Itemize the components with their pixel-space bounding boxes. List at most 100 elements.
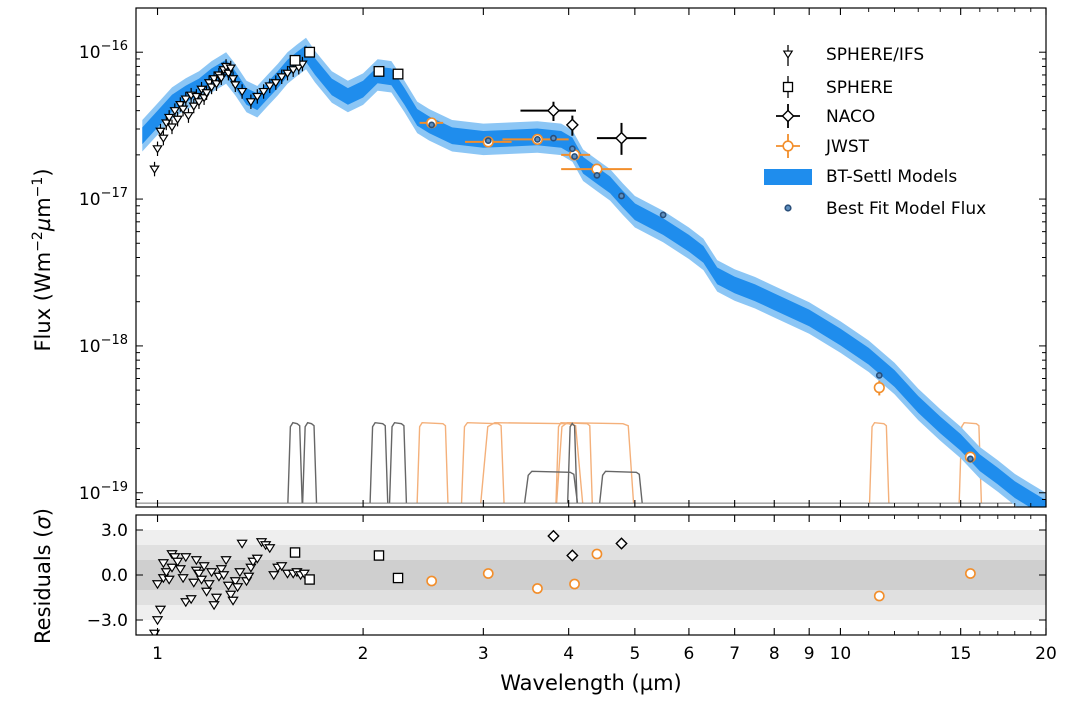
flux-tick-exp: −19 bbox=[101, 480, 128, 495]
res-sphere-ifs-0 bbox=[148, 629, 161, 635]
res-sphere-ifs-21 bbox=[195, 575, 208, 585]
legend-bestfit-dot bbox=[784, 204, 792, 212]
sphere-point-0 bbox=[289, 54, 301, 66]
legend-entry-jwst: JWST bbox=[776, 134, 870, 158]
sphere-ifs-point-32 bbox=[236, 87, 248, 97]
wavelength-tick-label-9: 10 bbox=[830, 644, 852, 664]
sphere-ifs-point-19 bbox=[201, 89, 212, 98]
flux-tick-base: 10 bbox=[79, 337, 101, 357]
res-sphere-ifs-15 bbox=[180, 598, 192, 608]
legend-entry-sphere: SPHERE bbox=[782, 76, 893, 98]
res-jwst-3 bbox=[569, 578, 580, 590]
res-sphere-ifs-16 bbox=[185, 595, 197, 605]
res-sphere-ifs-54 bbox=[298, 569, 310, 579]
naco-point-1 bbox=[565, 118, 579, 132]
bestfit-point-0 bbox=[428, 121, 436, 129]
res-sphere-ifs-32 bbox=[222, 581, 235, 591]
res-sphere-ifs-35 bbox=[229, 577, 242, 587]
bestfit-point-2 bbox=[534, 135, 541, 143]
legend-label-naco: NACO bbox=[826, 107, 875, 127]
legend-label-sphere: SPHERE bbox=[826, 78, 893, 98]
sphere-ifs-point-5 bbox=[163, 113, 175, 123]
filter-curve-9 bbox=[523, 470, 579, 504]
legend-entry-bestfit: Best Fit Model Flux bbox=[784, 199, 986, 219]
sphere-ifs-point-40 bbox=[287, 66, 299, 75]
res-sphere-ifs-27 bbox=[210, 593, 223, 603]
sphere-ifs-point-12 bbox=[183, 112, 194, 121]
res-sphere-ifs-17 bbox=[188, 578, 200, 588]
filter-curve-10 bbox=[566, 422, 578, 504]
flux-tick-label-3: 10−16 bbox=[79, 39, 128, 63]
res-naco-0 bbox=[547, 529, 560, 543]
residual-axis-title: Residuals (σ) bbox=[31, 508, 55, 644]
res-jwst-6 bbox=[965, 568, 976, 579]
sphere-ifs-point-37 bbox=[270, 79, 282, 88]
res-sphere-ifs-47 bbox=[268, 571, 280, 581]
bestfit-point-7 bbox=[618, 192, 625, 200]
wavelength-tick-label-11: 20 bbox=[1035, 644, 1057, 664]
legend-square bbox=[782, 81, 794, 93]
legend-symbol-sphere-ifs bbox=[782, 45, 794, 66]
wavelength-tick-label-2: 3 bbox=[478, 644, 489, 664]
res-jwst-1 bbox=[482, 568, 494, 579]
legend-symbol-jwst bbox=[776, 134, 800, 158]
res-sphere-1 bbox=[304, 574, 315, 585]
res-sphere-ifs-3 bbox=[151, 580, 164, 590]
bestfit-point-8 bbox=[659, 211, 667, 219]
res-jwst-4 bbox=[591, 548, 603, 560]
res-naco-1 bbox=[566, 549, 579, 562]
res-sphere-ifs-46 bbox=[264, 544, 276, 554]
res-sphere-ifs-25 bbox=[205, 568, 218, 578]
res-sphere-ifs-49 bbox=[276, 562, 288, 572]
res-sphere-ifs-19 bbox=[190, 556, 203, 566]
filter-curve-5 bbox=[460, 421, 505, 504]
res-sphere-ifs-10 bbox=[169, 553, 181, 563]
bestfit-point-9 bbox=[875, 371, 883, 379]
bestfit-point-4 bbox=[568, 145, 576, 153]
filter-curve-2 bbox=[369, 421, 389, 504]
sphere-ifs-point-33 bbox=[245, 98, 257, 107]
res-sphere-2 bbox=[373, 550, 385, 561]
axis-ticks bbox=[136, 7, 1047, 635]
y-axis-title: Flux (Wm−2µm−1) bbox=[30, 168, 55, 351]
filter-curve-12 bbox=[868, 421, 890, 504]
residual-axis-title-prefix: Residuals ( bbox=[31, 530, 55, 645]
flux-tick-base: 10 bbox=[79, 484, 101, 504]
res-sphere-ifs-30 bbox=[218, 571, 230, 581]
legend-symbol-bestfit bbox=[784, 204, 792, 212]
res-sphere-ifs-11 bbox=[171, 557, 184, 567]
filter-curve-11 bbox=[598, 470, 643, 504]
sphere-ifs-point-7 bbox=[169, 107, 181, 116]
y-axis-title-exp2: −1 bbox=[30, 177, 46, 198]
res-sphere-ifs-33 bbox=[225, 590, 237, 600]
bestfit-point-1 bbox=[484, 137, 492, 145]
res-sphere-ifs-20 bbox=[193, 569, 205, 579]
flux-tick-exp: −18 bbox=[101, 333, 128, 348]
wavelength-tick-label-8: 9 bbox=[804, 644, 815, 664]
res-sphere-ifs-7 bbox=[163, 575, 175, 585]
wavelength-tick-label-6: 7 bbox=[729, 644, 740, 664]
legend-circle bbox=[782, 140, 794, 152]
res-sphere-ifs-31 bbox=[220, 556, 232, 566]
y-axis-title-suffix: ) bbox=[31, 168, 55, 176]
naco-point-0 bbox=[546, 104, 560, 118]
flux-tick-label-2: 10−17 bbox=[79, 186, 128, 210]
res-sphere-ifs-43 bbox=[251, 554, 263, 564]
legend-label-sphere-ifs: SPHERE/IFS bbox=[826, 45, 924, 65]
sphere-ifs-point-36 bbox=[264, 82, 276, 91]
y-axis-title-m: m bbox=[31, 197, 55, 217]
wavelength-tick-label-7: 8 bbox=[769, 644, 780, 664]
res-jwst-2 bbox=[532, 583, 543, 594]
filter-curve-1 bbox=[301, 421, 318, 504]
sphere-ifs-point-4 bbox=[161, 119, 172, 128]
flux-tick-base: 10 bbox=[79, 190, 101, 210]
sphere-ifs-point-11 bbox=[180, 95, 192, 104]
sphere-ifs-point-39 bbox=[282, 69, 293, 79]
sphere-ifs-point-14 bbox=[188, 102, 200, 111]
res-sphere-ifs-5 bbox=[157, 559, 170, 569]
sphere-ifs-point-2 bbox=[155, 127, 166, 137]
residual-tick-labels: −3.0 0.0 3.0 bbox=[87, 521, 128, 631]
res-sphere-ifs-29 bbox=[215, 565, 228, 575]
wavelength-tick-label-5: 6 bbox=[684, 644, 695, 664]
